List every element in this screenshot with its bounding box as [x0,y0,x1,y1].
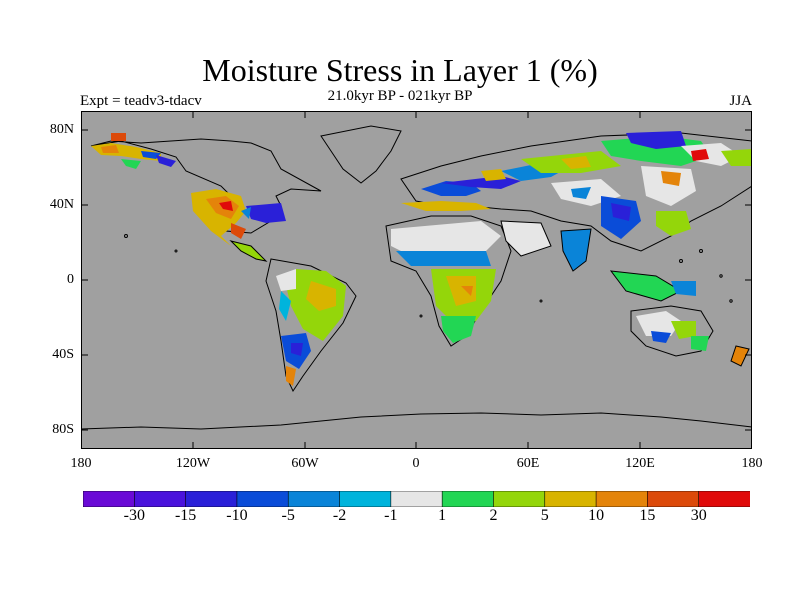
plot-subtitle: 21.0kyr BP - 021kyr BP [327,88,473,104]
colorbar-label: -15 [174,507,197,524]
india-region [560,228,592,272]
lon-label-0: 0 [412,456,420,471]
lon-tick-marks [192,111,641,449]
greenland-outline [320,125,402,184]
season-label: JJA [729,93,752,109]
lon-label-180w: 180 [70,456,92,471]
australia-region [630,305,714,357]
lat-label-40n: 40N [49,197,74,212]
colorbar-swatch [544,491,597,507]
colorbar-label: -30 [123,507,145,524]
colorbar-swatch [134,491,187,507]
colorbar-label: -1 [384,507,398,524]
north-america-region [90,133,322,246]
lat-label-80s: 80S [52,422,74,437]
colorbar-swatch [339,491,392,507]
colorbar-swatch [236,491,290,507]
colorbar-label: 10 [588,507,605,524]
lat-label-80n: 80N [49,122,74,137]
africa-region [385,215,512,347]
eurasia-region [400,131,752,252]
lat-label-0: 0 [67,272,74,287]
colorbar-label: -2 [332,507,347,524]
world-map [81,111,752,449]
colorbar-swatch [287,491,341,507]
lon-label-60e: 60E [516,456,540,471]
colorbar-label: 30 [690,507,707,524]
lat-tick-marks [81,129,752,431]
new-zealand-region [730,345,750,367]
lat-label-40s: 40S [52,347,74,362]
colorbar-label: 2 [489,507,498,524]
colorbar-swatch [390,491,443,507]
arabia-region [500,220,552,257]
colorbar-swatch [441,491,495,507]
colorbar-label: 5 [540,507,549,524]
colorbar-swatch [83,491,136,507]
colorbar-label: -10 [226,507,248,524]
antarctica-coastline [81,412,752,430]
colorbar-label: 15 [639,507,656,524]
lon-label-120e: 120E [625,456,655,471]
colorbar-swatch [185,491,238,507]
colorbar-swatch [647,491,700,507]
experiment-label: Expt = teadv3-tdacv [80,93,202,109]
colorbar-label: -5 [281,507,295,524]
central-america-region [229,240,268,262]
colorbar [83,491,750,507]
colorbar-label: 1 [438,507,447,524]
plot-title: Moisture Stress in Layer 1 (%) [202,52,598,88]
colorbar-swatch [595,491,649,507]
colorbar-swatch [698,491,750,507]
south-america-region [265,258,357,393]
colorbar-swatch [493,491,546,507]
lon-label-120w: 120W [175,456,211,471]
southeast-asia-region [609,270,683,302]
island-outlines [124,234,733,318]
lon-label-180e: 180 [741,456,763,471]
lon-label-60w: 60W [291,456,319,471]
